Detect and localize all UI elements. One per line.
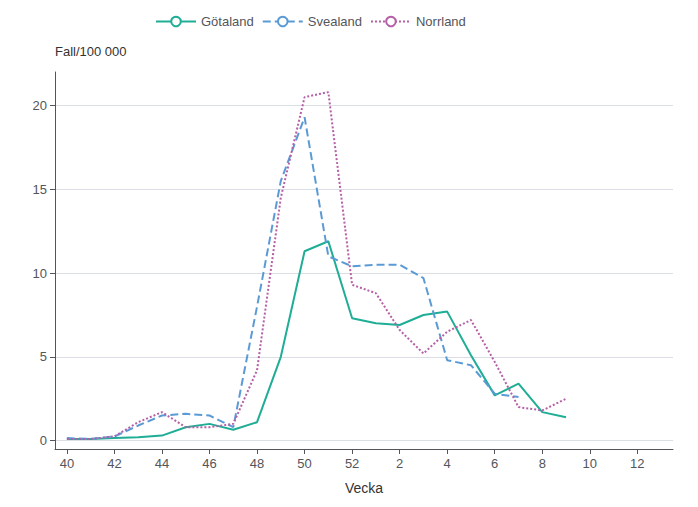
svg-text:4: 4 xyxy=(444,456,451,471)
svg-text:Svealand: Svealand xyxy=(308,14,362,29)
svg-text:15: 15 xyxy=(33,182,47,197)
svg-text:6: 6 xyxy=(491,456,498,471)
svg-text:0: 0 xyxy=(40,433,47,448)
svg-text:5: 5 xyxy=(40,349,47,364)
svg-text:50: 50 xyxy=(297,456,311,471)
svg-text:46: 46 xyxy=(202,456,216,471)
svg-text:Götaland: Götaland xyxy=(201,14,254,29)
svg-text:42: 42 xyxy=(107,456,121,471)
svg-text:12: 12 xyxy=(630,456,644,471)
svg-text:8: 8 xyxy=(539,456,546,471)
svg-text:48: 48 xyxy=(250,456,264,471)
svg-text:20: 20 xyxy=(33,98,47,113)
svg-text:10: 10 xyxy=(33,266,47,281)
svg-text:10: 10 xyxy=(583,456,597,471)
svg-text:Norrland: Norrland xyxy=(416,14,466,29)
svg-text:44: 44 xyxy=(155,456,169,471)
svg-text:2: 2 xyxy=(396,456,403,471)
svg-text:52: 52 xyxy=(345,456,359,471)
svg-text:Vecka: Vecka xyxy=(345,480,383,496)
svg-text:Fall/100 000: Fall/100 000 xyxy=(55,44,127,59)
svg-text:40: 40 xyxy=(60,456,74,471)
